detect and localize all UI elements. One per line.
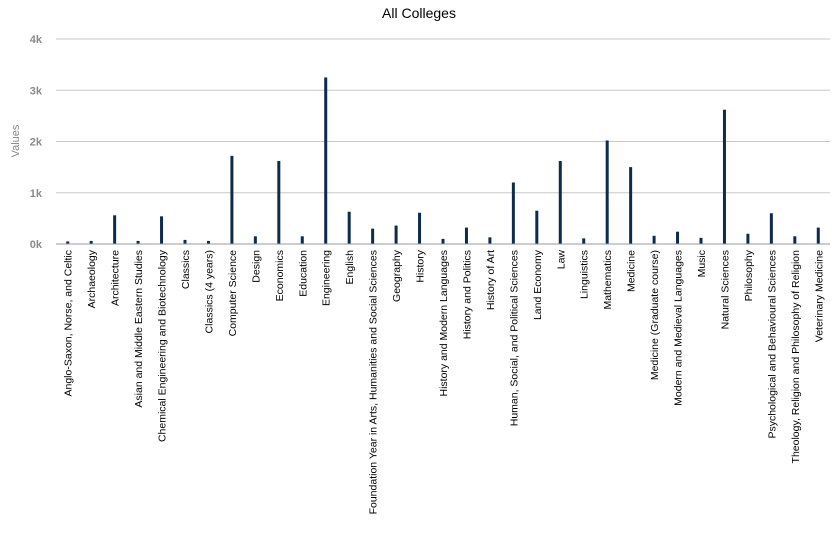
x-tick-label: History of Art — [485, 250, 497, 310]
x-tick-label: History — [415, 249, 427, 282]
bar — [722, 109, 726, 244]
x-tick-label: Mathematics — [602, 250, 614, 310]
x-tick-label: Design — [250, 250, 262, 283]
y-tick-label: 4k — [30, 34, 43, 46]
x-tick-label: Architecture — [110, 250, 122, 306]
x-tick-label: Economics — [274, 250, 286, 301]
x-tick-label: Geography — [391, 249, 403, 302]
x-tick-label: Music — [696, 250, 708, 277]
bar — [676, 231, 680, 244]
y-tick-label: 0k — [30, 239, 43, 251]
bar — [746, 233, 750, 244]
bar — [300, 236, 304, 244]
bar — [371, 228, 375, 244]
bar — [347, 211, 351, 244]
y-tick-label: 3k — [30, 85, 43, 97]
y-axis-ticks: 0k 1k 2k 3k 4k — [30, 34, 43, 251]
bar — [605, 140, 609, 244]
x-tick-label: English — [344, 250, 356, 285]
x-tick-label: Psychological and Behavioural Sciences — [766, 250, 778, 439]
y-tick-label: 2k — [30, 137, 43, 149]
x-tick-label: Computer Science — [227, 250, 239, 337]
bar — [558, 160, 562, 244]
bar — [160, 216, 164, 244]
x-tick-label: Land Economy — [532, 249, 544, 320]
x-tick-label: Classics (4 years) — [203, 250, 215, 333]
chart-title: All Colleges — [382, 5, 456, 21]
bar — [183, 239, 187, 244]
bar — [535, 210, 539, 244]
x-tick-label: Chemical Engineering and Biotechnology — [157, 249, 169, 442]
bar — [418, 212, 422, 244]
x-tick-label: Linguistics — [579, 250, 591, 299]
gridlines — [56, 38, 830, 194]
x-tick-label: Human, Social, and Political Sciences — [508, 250, 520, 426]
bar — [652, 235, 656, 244]
x-tick-label: History and Modern Languages — [438, 250, 450, 397]
y-axis-label: Values — [10, 124, 22, 157]
x-tick-label: Law — [555, 250, 567, 270]
x-tick-label: Theology, Religion and Philosophy of Rel… — [790, 250, 802, 464]
x-tick-label: Modern and Medieval Languages — [673, 250, 685, 406]
y-tick-label: 1k — [30, 188, 43, 200]
bar — [66, 241, 70, 244]
x-tick-label: Foundation Year in Arts, Humanities and … — [368, 250, 380, 514]
x-tick-label: Anglo-Saxon, Norse, and Celtic — [63, 250, 75, 397]
bar — [582, 238, 586, 244]
bar — [511, 182, 515, 244]
bar — [394, 225, 398, 244]
bar — [769, 213, 773, 244]
x-tick-label: Classics — [180, 250, 192, 289]
bars — [66, 77, 820, 244]
x-tick-label: Natural Sciences — [719, 250, 731, 329]
x-tick-label: Veterinary Medicine — [813, 250, 825, 342]
x-tick-label: Philosophy — [743, 249, 755, 301]
bar — [206, 240, 210, 244]
bar — [324, 77, 328, 244]
bar — [89, 240, 93, 244]
bar — [277, 160, 281, 244]
x-axis-ticks: Anglo-Saxon, Norse, and Celtic Archaeolog… — [63, 249, 826, 514]
bar — [488, 237, 492, 244]
x-tick-label: Medicine — [626, 250, 638, 292]
bar — [699, 237, 703, 244]
x-tick-label: Archaeology — [86, 249, 98, 308]
x-tick-label: Education — [297, 250, 309, 297]
x-tick-label: Medicine (Graduate course) — [649, 250, 661, 380]
bar — [441, 238, 445, 244]
bar — [629, 167, 633, 244]
x-tick-label: Asian and Middle Eastern Studies — [133, 250, 145, 408]
bar — [253, 236, 257, 244]
x-tick-label: History and Politics — [461, 250, 473, 339]
bar — [464, 227, 468, 244]
bar — [816, 227, 820, 244]
x-tick-label: Engineering — [321, 250, 333, 306]
bar — [136, 240, 140, 244]
bar — [793, 236, 797, 244]
bar — [230, 155, 234, 244]
bar — [113, 215, 117, 244]
